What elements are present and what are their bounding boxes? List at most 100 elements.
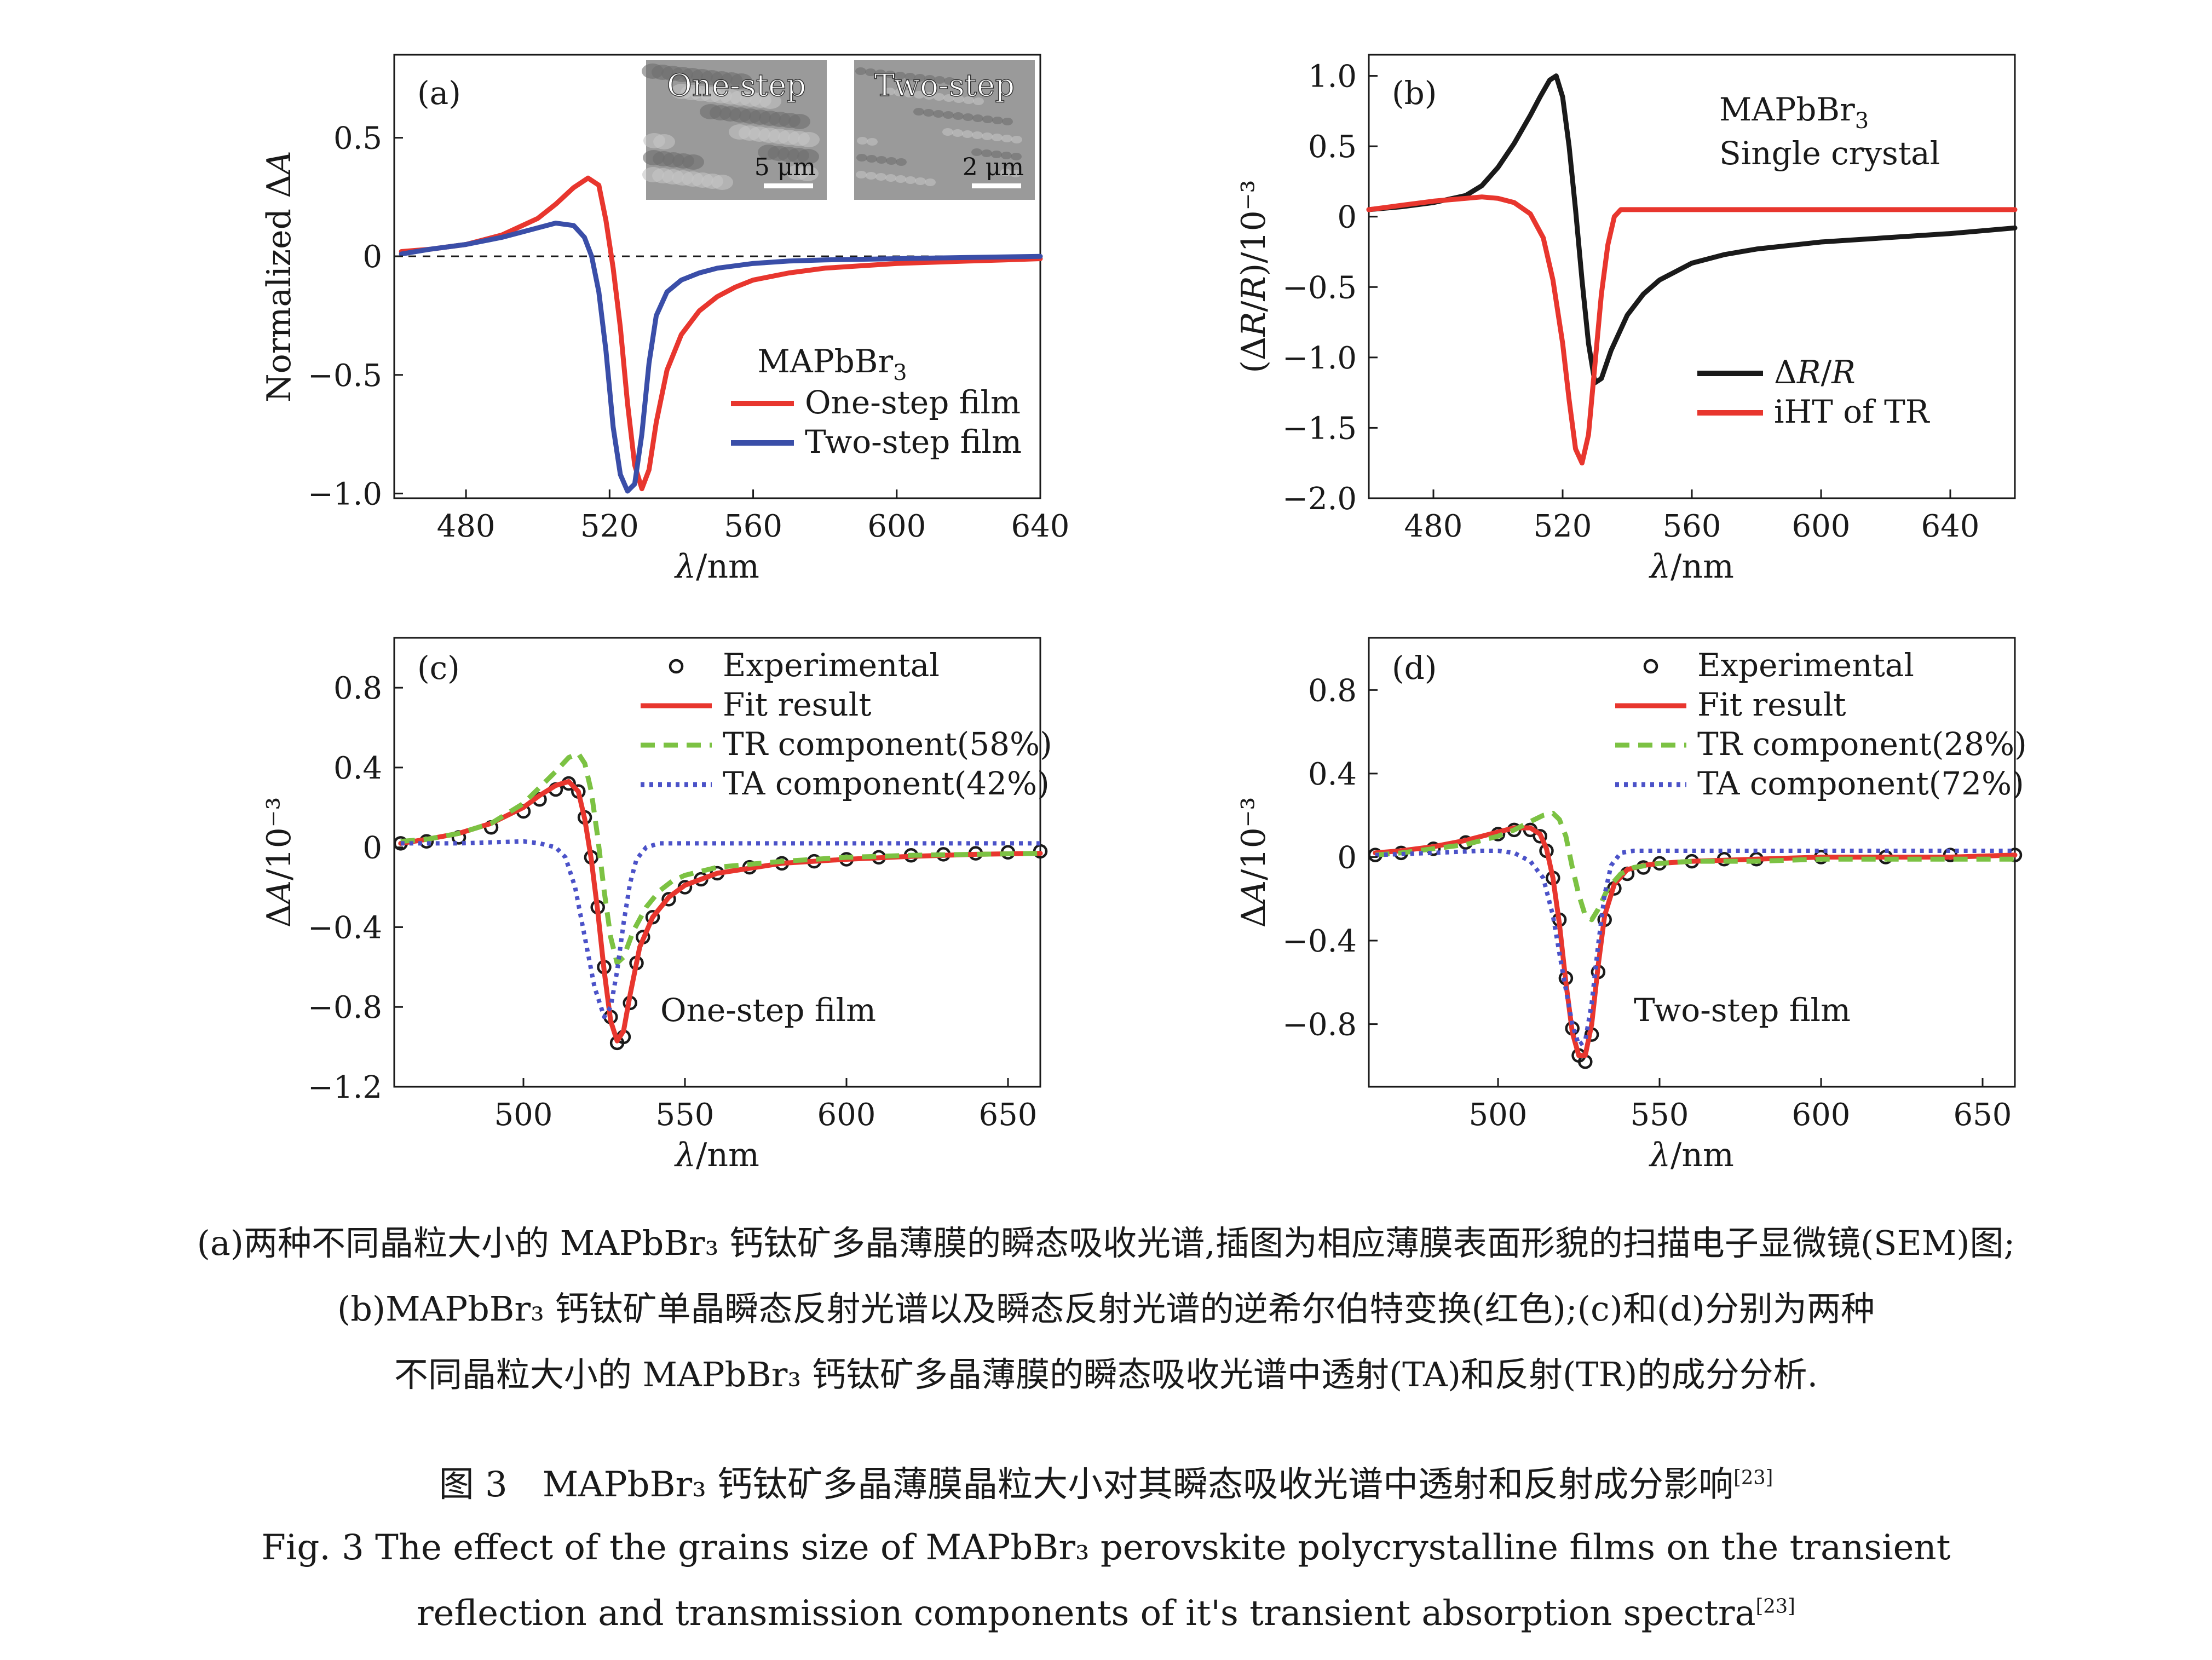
series-c-1 bbox=[398, 779, 1043, 1044]
y-tick-label-a: 0 bbox=[362, 239, 382, 275]
figure-panels: 480 520 560 600 640 0.5 0 −0.5 −1.0 (a) λ/nm Normal… bbox=[260, 54, 2027, 1174]
figure-title-en-ref: [23] bbox=[1755, 1595, 1795, 1618]
legend-label-c: Experimental bbox=[723, 647, 940, 684]
series-line-a bbox=[399, 221, 1043, 494]
x-axis-label-unit: /nm bbox=[696, 547, 759, 586]
sem-grain bbox=[913, 108, 924, 116]
legend-label-a: Two-step film bbox=[805, 423, 1022, 460]
panel-label-d: (d) bbox=[1392, 649, 1437, 687]
sem-grain bbox=[982, 132, 993, 140]
x-tick-label-c: 600 bbox=[817, 1097, 876, 1133]
sem-grain bbox=[963, 96, 974, 104]
series-line-c bbox=[398, 779, 1043, 1044]
x-tick-label-c: 650 bbox=[979, 1097, 1038, 1133]
sem-grain bbox=[866, 155, 877, 163]
caption-cn-line-2: (b)MAPbBr₃ 钙钛矿单晶瞬态反射光谱以及瞬态反射光谱的逆希尔伯特变换(红… bbox=[337, 1289, 1875, 1329]
sem-grain bbox=[952, 129, 963, 137]
x-tick-label-b: 600 bbox=[1792, 509, 1851, 544]
sem-grain bbox=[797, 166, 819, 181]
sem-grain bbox=[963, 113, 973, 121]
legend-label-d: TA component(72%) bbox=[1697, 765, 2024, 802]
sem-scale-bar bbox=[764, 183, 813, 188]
legend-label-a: One-step film bbox=[805, 384, 1021, 421]
y-tick-label-b: −0.5 bbox=[1282, 270, 1357, 306]
sem-grain bbox=[991, 151, 1002, 158]
figure-title-cn: 图 3 MAPbBr₃ 钙钛矿多晶薄膜晶粒大小对其瞬态吸收光谱中透射和反射成分影… bbox=[0, 1456, 2212, 1507]
series-b-0 bbox=[1366, 73, 2018, 385]
sem-grain bbox=[885, 174, 896, 182]
sem-grain bbox=[973, 97, 984, 105]
y-tick-label-c: 0.8 bbox=[333, 671, 382, 706]
x-tick-label-a: 640 bbox=[1011, 509, 1070, 544]
y-axis-label-c: ΔA/10⁻³ bbox=[260, 797, 298, 928]
sem-grain bbox=[923, 109, 934, 117]
sem-grain bbox=[759, 94, 781, 109]
sem-grain bbox=[925, 178, 936, 186]
sem-grain bbox=[885, 71, 896, 78]
figure-title-en-1: Fig. 3 The effect of the grains size of … bbox=[261, 1528, 1951, 1568]
material-label-b: MAPbBr3 bbox=[1719, 91, 1869, 134]
x-axis-label-italic: λ bbox=[674, 1136, 696, 1174]
series-line-d bbox=[1375, 810, 2015, 923]
series-line-a bbox=[399, 175, 1043, 492]
sem-grain bbox=[1000, 169, 1011, 176]
y-tick-label-d: −0.8 bbox=[1282, 1007, 1357, 1043]
series-d-3 bbox=[1375, 849, 2015, 1047]
legend-marker-c bbox=[669, 659, 684, 674]
sem-grain bbox=[856, 171, 867, 178]
y-tick-label-b: 1.0 bbox=[1308, 59, 1357, 95]
legend-label-d: Fit result bbox=[1697, 686, 1846, 723]
y-tick-label-c: −0.8 bbox=[308, 990, 382, 1025]
x-axis-label-a: λ/nm bbox=[674, 547, 759, 586]
sem-grain bbox=[884, 88, 895, 95]
caption-cn-line-3: 不同晶粒大小的 MAPbBr₃ 钙钛矿多晶薄膜的瞬态吸收光谱中透射(TA)和反射… bbox=[394, 1354, 1818, 1394]
sem-grain bbox=[944, 77, 955, 85]
figure-title-en-2-text: reflection and transmission components o… bbox=[417, 1593, 1756, 1634]
sem-grain bbox=[895, 175, 906, 183]
legend-italic: R bbox=[1831, 354, 1856, 391]
panel-d: 500 550 600 650 0.8 0.4 0 −0.4 −0.8 (d) λ/nm ΔA/10⁻… bbox=[1235, 637, 2027, 1174]
y-axis-label-b: (ΔR/R)/10⁻³ bbox=[1235, 180, 1273, 373]
panel-a: 480 520 560 600 640 0.5 0 −0.5 −1.0 (a) λ/nm Normal… bbox=[260, 54, 1070, 586]
sem-grain bbox=[915, 177, 926, 185]
x-tick-label-a: 600 bbox=[867, 509, 926, 544]
film-label-c: One-step film bbox=[660, 992, 876, 1029]
sem-grain bbox=[653, 134, 675, 149]
y-axis-label-part: Normalized Δ bbox=[260, 175, 298, 402]
plot-frame-d bbox=[1368, 637, 2016, 1088]
y-axis-label-part: (Δ bbox=[1235, 337, 1273, 373]
y-axis-label-part: A bbox=[260, 151, 298, 177]
sem-grain bbox=[934, 76, 945, 84]
y-axis-label-part: A bbox=[1235, 880, 1273, 907]
legend-label-b: ΔR/R bbox=[1774, 354, 1856, 391]
series-line-b bbox=[1366, 194, 2018, 466]
panel-label-a: (a) bbox=[417, 74, 461, 112]
y-tick-label-b: 0 bbox=[1337, 200, 1357, 235]
y-tick-label-a: 0.5 bbox=[333, 121, 382, 157]
series-b-1 bbox=[1366, 194, 2018, 466]
sem-grain bbox=[914, 74, 925, 82]
y-axis-label-part: /10⁻³ bbox=[1235, 797, 1273, 880]
sem-grain bbox=[953, 112, 964, 120]
series-c-3 bbox=[400, 839, 1040, 1019]
sem-grain bbox=[886, 157, 897, 165]
y-tick-label-a: −0.5 bbox=[308, 358, 382, 394]
y-axis-label-a: Normalized ΔA bbox=[260, 151, 298, 402]
y-axis-label-part: Δ bbox=[260, 904, 298, 927]
x-axis-label-unit: /nm bbox=[1670, 1136, 1734, 1174]
figure-title-cn-ref: [23] bbox=[1733, 1466, 1773, 1489]
sem-grain bbox=[981, 149, 992, 157]
legend-italic: R bbox=[1796, 354, 1821, 391]
sem-grain bbox=[711, 175, 733, 190]
x-axis-label-italic: λ bbox=[674, 547, 696, 586]
sem-grain bbox=[1001, 152, 1012, 159]
y-tick-label-d: 0 bbox=[1337, 840, 1357, 875]
sem-grain bbox=[904, 90, 915, 97]
sem-grain bbox=[972, 131, 983, 139]
series-c-2 bbox=[400, 751, 1041, 966]
x-tick-label-b: 640 bbox=[1921, 509, 1980, 544]
series-a-1 bbox=[399, 221, 1043, 494]
sem-grain bbox=[797, 149, 819, 164]
x-tick-label-b: 560 bbox=[1663, 509, 1721, 544]
y-tick-label-c: −0.4 bbox=[308, 910, 382, 946]
